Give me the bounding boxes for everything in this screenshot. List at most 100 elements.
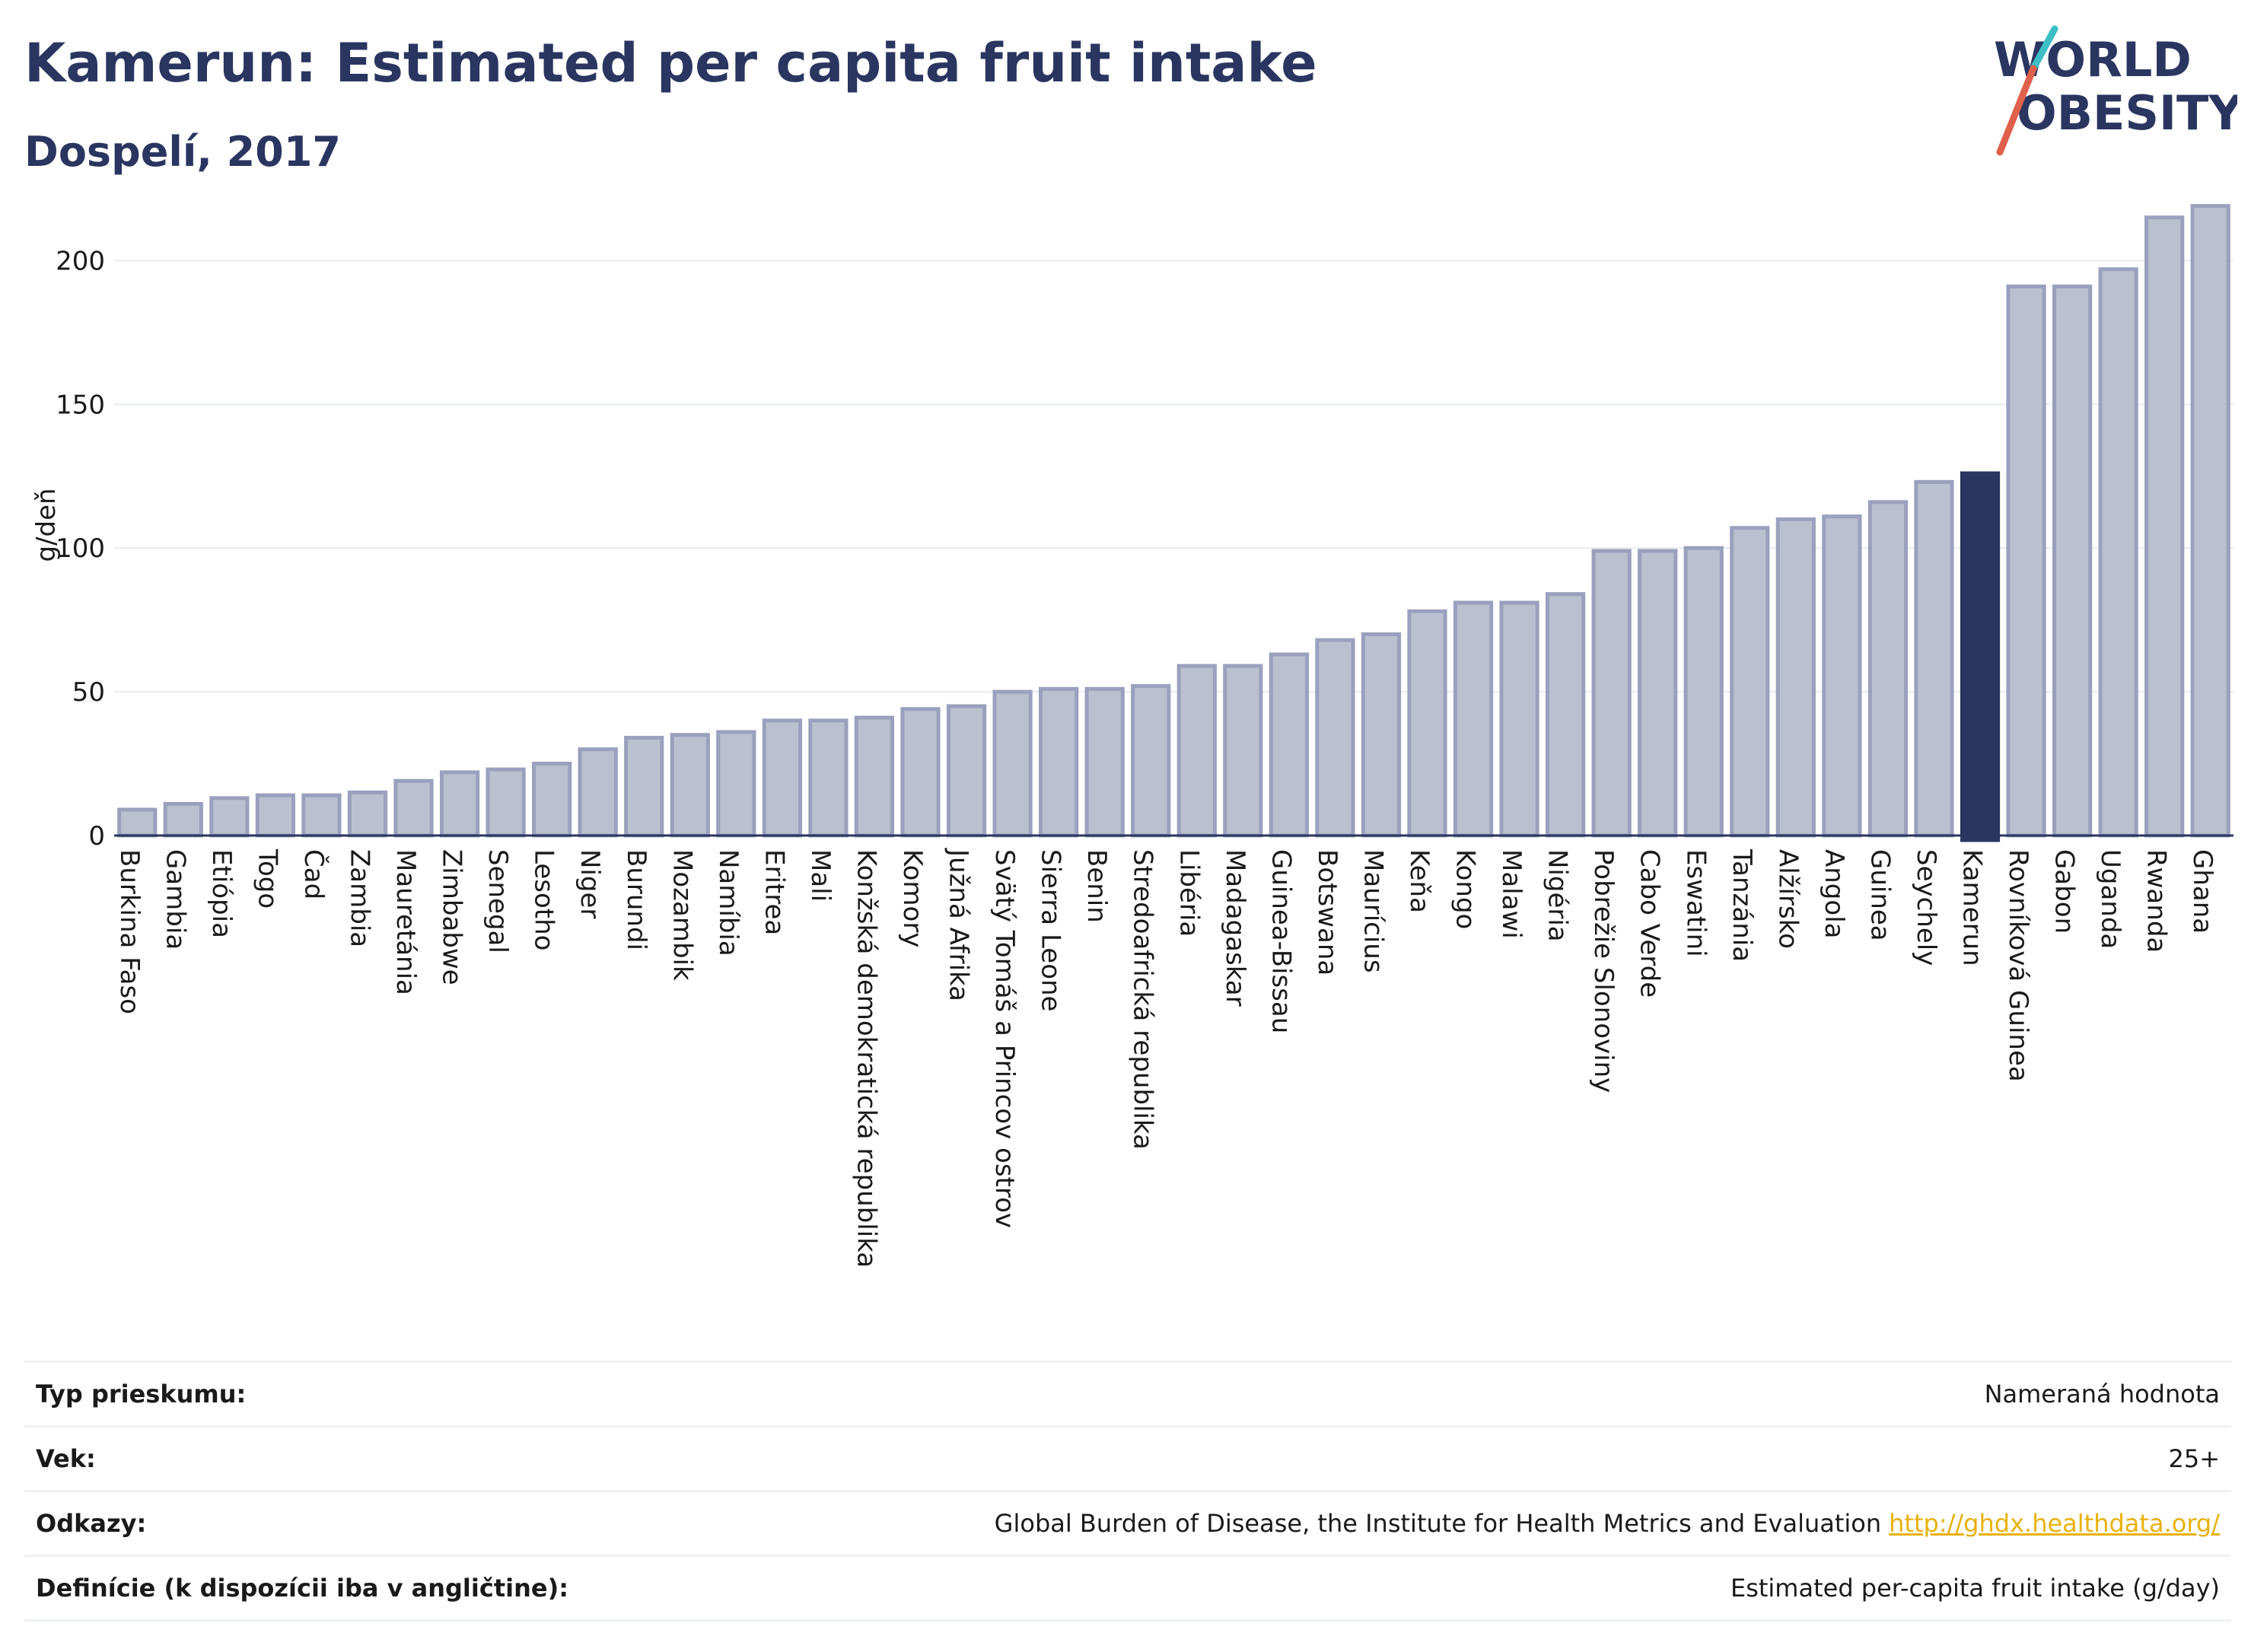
x-tick-label: Kamerun xyxy=(1957,849,1988,966)
bar-madagaskar xyxy=(1223,664,1263,838)
x-tick-label: Rovníková Guinea xyxy=(2003,849,2033,1082)
info-value: Nameraná hodnota xyxy=(1984,1380,2220,1408)
bar-čad xyxy=(301,793,342,838)
info-label: Typ prieskumu: xyxy=(36,1380,247,1408)
bars xyxy=(117,204,2230,842)
bar-zambia xyxy=(347,790,388,838)
x-tick-label: Alžírsko xyxy=(1772,849,1803,949)
x-tick-label: Zambia xyxy=(344,849,374,947)
x-tick-label: Tanzánia xyxy=(1727,848,1757,962)
info-value: Global Burden of Disease, the Institute … xyxy=(995,1509,2231,1538)
bar-eswatini xyxy=(1683,546,1724,838)
bar-seychely xyxy=(1914,479,1954,838)
bar-pobrežie-slonoviny xyxy=(1591,549,1632,838)
bar-cabo-verde xyxy=(1638,549,1678,838)
bar-burundi xyxy=(624,736,664,838)
bar-botswana xyxy=(1315,638,1355,838)
y-tick-label: 50 xyxy=(72,677,105,708)
info-label: Odkazy: xyxy=(36,1509,147,1538)
bar-zimbabwe xyxy=(439,770,480,838)
x-axis-labels: Burkina Faso Gambia Etiópia Togo Čad Zambia Ma… xyxy=(114,848,2218,1268)
bar-svätý-tomáš-a-princov-ostrov xyxy=(992,689,1033,838)
info-row-references: Odkazy: Global Burden of Disease, the In… xyxy=(24,1490,2231,1555)
bar-maurícius xyxy=(1361,632,1402,838)
bar-gabon xyxy=(2052,284,2093,838)
y-tick-label: 100 xyxy=(56,533,105,564)
x-tick-label: Senegal xyxy=(482,849,513,953)
bar-malawi xyxy=(1499,600,1539,838)
reference-link[interactable]: http://ghdx.healthdata.org/ xyxy=(1889,1509,2220,1538)
bar-chart: 0 50 100 150 200 g/deň Burkina Faso Gambia Eti… xyxy=(31,204,2233,1268)
bar-angola xyxy=(1822,514,1862,838)
bar-kongo xyxy=(1453,600,1494,838)
x-tick-label: Mozambik xyxy=(667,849,697,981)
x-tick-label: Sierra Leone xyxy=(1036,849,1066,1011)
bar-guinea-bissau xyxy=(1269,652,1309,838)
bar-niger xyxy=(578,747,618,838)
bar-mali xyxy=(808,718,849,838)
bar-senegal xyxy=(486,767,526,838)
x-tick-label: Eritrea xyxy=(759,849,789,935)
x-tick-label: Ghana xyxy=(2187,849,2218,934)
x-tick-label: Kongo xyxy=(1450,849,1481,929)
bar-tanzánia xyxy=(1730,526,1770,838)
bar-burkina-faso xyxy=(117,807,158,838)
info-row-definition: Definície (k dispozícii iba v angličtine… xyxy=(24,1555,2231,1622)
info-label: Vek: xyxy=(36,1444,96,1473)
x-tick-label: Benin xyxy=(1081,849,1112,923)
bar-mauretánia xyxy=(393,778,434,838)
world-obesity-logo: WORLD OBESITY xyxy=(1994,25,2237,156)
bar-sierra-leone xyxy=(1039,686,1079,838)
x-tick-label: Mali xyxy=(805,849,836,902)
bar-mozambik xyxy=(670,733,710,838)
bar-namíbia xyxy=(716,730,756,838)
bar-rovníková-guinea xyxy=(2006,284,2046,838)
bar-alžírsko xyxy=(1775,517,1816,838)
x-tick-label: Stredoafrická republika xyxy=(1128,849,1158,1150)
y-tick-label: 200 xyxy=(56,246,105,276)
x-tick-label: Seychely xyxy=(1911,849,1941,966)
bar-lesotho xyxy=(532,762,572,838)
x-tick-label: Niger xyxy=(575,849,605,918)
x-tick-label: Eswatini xyxy=(1680,849,1711,957)
logo-line2: OBESITY xyxy=(2017,85,2237,141)
x-tick-label: Cabo Verde xyxy=(1635,849,1665,998)
info-value: 25+ xyxy=(2168,1444,2220,1473)
bar-južná-afrika xyxy=(946,704,987,838)
x-tick-label: Mauretánia xyxy=(390,849,421,995)
page-subtitle: Dospelí, 2017 xyxy=(24,128,341,176)
x-tick-label: Madagaskar xyxy=(1220,849,1250,1007)
x-tick-label: Svätý Tomáš a Princov ostrov xyxy=(989,849,1020,1228)
x-tick-label: Gambia xyxy=(160,849,190,950)
x-tick-label: Angola xyxy=(1819,849,1849,938)
x-tick-label: Libéria xyxy=(1173,849,1204,937)
x-tick-label: Guinea xyxy=(1864,849,1895,941)
x-tick-label: Južná Afrika xyxy=(944,848,974,1001)
x-tick-label: Pobrežie Slonoviny xyxy=(1588,849,1619,1093)
bar-keňa xyxy=(1407,609,1447,838)
page-title: Kamerun: Estimated per capita fruit inta… xyxy=(24,32,1317,94)
x-tick-label: Komory xyxy=(897,849,928,947)
info-row-survey-type: Typ prieskumu: Nameraná hodnota xyxy=(24,1361,2231,1425)
bar-ghana xyxy=(2190,204,2230,838)
bar-nigéria xyxy=(1546,592,1586,838)
info-label: Definície (k dispozícii iba v angličtine… xyxy=(36,1574,568,1603)
bar-togo xyxy=(255,793,296,838)
bar-uganda xyxy=(2098,267,2138,838)
bar-guinea xyxy=(1867,500,1909,838)
y-tick-label: 150 xyxy=(56,390,105,420)
x-tick-label: Etiópia xyxy=(206,849,237,938)
bar-benin xyxy=(1084,686,1125,838)
x-tick-label: Malawi xyxy=(1496,849,1527,939)
bar-etiópia xyxy=(209,796,250,838)
bar-gambia xyxy=(163,801,203,838)
x-tick-label: Guinea-Bissau xyxy=(1266,849,1296,1033)
x-tick-label: Togo xyxy=(252,848,282,909)
bar-komory xyxy=(900,707,941,838)
bar-kamerun xyxy=(1960,471,2001,842)
bar-rwanda xyxy=(2144,215,2185,838)
info-table: Typ prieskumu: Nameraná hodnota Vek: 25+… xyxy=(24,1361,2231,1622)
bar-libéria xyxy=(1176,664,1217,838)
info-value: Estimated per-capita fruit intake (g/day… xyxy=(1730,1574,2220,1603)
bar-stredoafrická-republika xyxy=(1131,684,1171,838)
